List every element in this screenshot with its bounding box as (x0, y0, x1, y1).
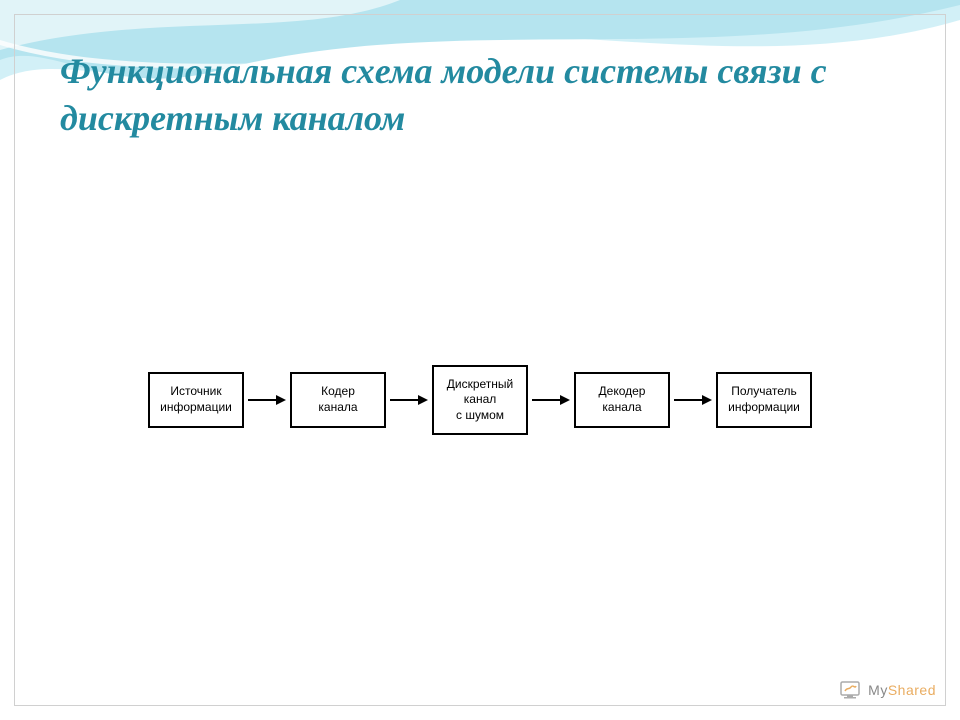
node-label-line: информации (160, 400, 232, 416)
node-encoder: Кодер канала (290, 372, 386, 427)
watermark-icon (838, 678, 862, 702)
slide-title: Функциональная схема модели системы связ… (60, 48, 900, 142)
node-channel: Дискретный канал с шумом (432, 365, 528, 436)
node-label-line: канала (318, 400, 357, 416)
node-label-line: с шумом (456, 408, 504, 424)
node-label-line: Получатель (731, 384, 797, 400)
node-label-line: Кодер (321, 384, 355, 400)
arrow-icon (390, 393, 428, 407)
watermark-part2: Shared (888, 682, 936, 698)
arrow-icon (674, 393, 712, 407)
diagram-container: Источник информации Кодер канала Дискрет… (80, 330, 880, 470)
arrow-icon (248, 393, 286, 407)
node-label-line: Дискретный (447, 377, 513, 393)
node-source: Источник информации (148, 372, 244, 427)
watermark-part1: My (868, 682, 888, 698)
flowchart: Источник информации Кодер канала Дискрет… (148, 365, 812, 436)
node-label-line: канал (464, 392, 497, 408)
watermark-text: MyShared (868, 682, 936, 698)
node-label-line: Источник (170, 384, 221, 400)
node-decoder: Декодер канала (574, 372, 670, 427)
node-label-line: информации (728, 400, 800, 416)
node-receiver: Получатель информации (716, 372, 812, 427)
node-label-line: Декодер (599, 384, 646, 400)
watermark: MyShared (838, 678, 936, 702)
node-label-line: канала (602, 400, 641, 416)
arrow-icon (532, 393, 570, 407)
